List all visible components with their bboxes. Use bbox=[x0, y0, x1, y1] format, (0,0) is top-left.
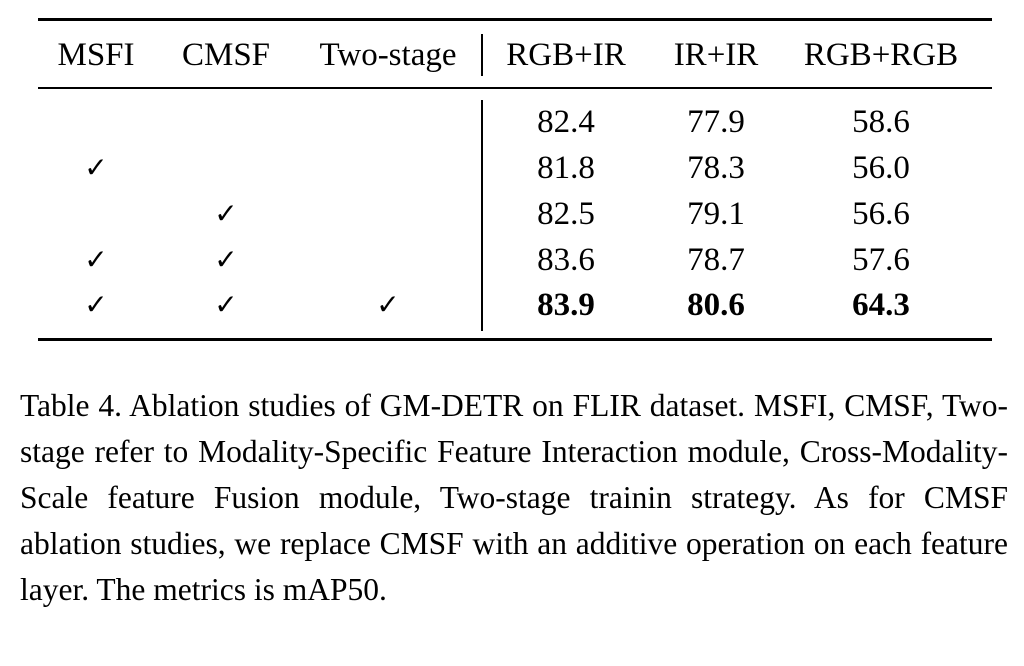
row-2-rgb-ir-value: 82.5 bbox=[537, 196, 595, 232]
header-rgb-ir: RGB+IR bbox=[506, 37, 626, 73]
header-ir-ir: IR+IR bbox=[673, 37, 759, 73]
row-4-ir-ir-value: 80.6 bbox=[687, 287, 745, 323]
header-two-stage: Two-stage bbox=[319, 37, 457, 73]
row-0-rgb-rgb-value: 58.6 bbox=[852, 104, 910, 140]
header-divider bbox=[481, 34, 483, 76]
body-divider bbox=[481, 100, 483, 331]
row-3-msfi-check: ✓ bbox=[84, 243, 108, 276]
table-bottom-rule bbox=[38, 338, 992, 341]
row-3-ir-ir-value: 78.7 bbox=[687, 242, 745, 278]
row-2-rgb-rgb-value: 56.6 bbox=[852, 196, 910, 232]
row-2-ir-ir-value: 79.1 bbox=[687, 196, 745, 232]
header-cmsf: CMSF bbox=[181, 37, 271, 73]
row-1-rgb-ir-value: 81.8 bbox=[537, 150, 595, 186]
row-1-ir-ir-value: 78.3 bbox=[687, 150, 745, 186]
row-0-ir-ir-value: 77.9 bbox=[687, 104, 745, 140]
header-msfi: MSFI bbox=[57, 37, 135, 73]
row-4-rgb-ir-value: 83.9 bbox=[537, 287, 595, 323]
row-4-msfi-check: ✓ bbox=[84, 288, 108, 321]
row-4-cmsf-check: ✓ bbox=[214, 288, 238, 321]
table-header-rule bbox=[38, 87, 992, 89]
row-4-two-stage-check: ✓ bbox=[376, 288, 400, 321]
row-0-rgb-ir-value: 82.4 bbox=[537, 104, 595, 140]
row-3-rgb-ir-value: 83.6 bbox=[537, 242, 595, 278]
table-caption: Table 4. Ablation studies of GM-DETR on … bbox=[20, 388, 1008, 607]
row-3-rgb-rgb-value: 57.6 bbox=[852, 242, 910, 278]
table-top-rule bbox=[38, 18, 992, 21]
row-1-rgb-rgb-value: 56.0 bbox=[852, 150, 910, 186]
header-rgb-rgb: RGB+RGB bbox=[803, 37, 959, 73]
row-1-msfi-check: ✓ bbox=[84, 151, 108, 184]
row-3-cmsf-check: ✓ bbox=[214, 243, 238, 276]
row-2-cmsf-check: ✓ bbox=[214, 197, 238, 230]
row-4-rgb-rgb-value: 64.3 bbox=[852, 287, 910, 323]
